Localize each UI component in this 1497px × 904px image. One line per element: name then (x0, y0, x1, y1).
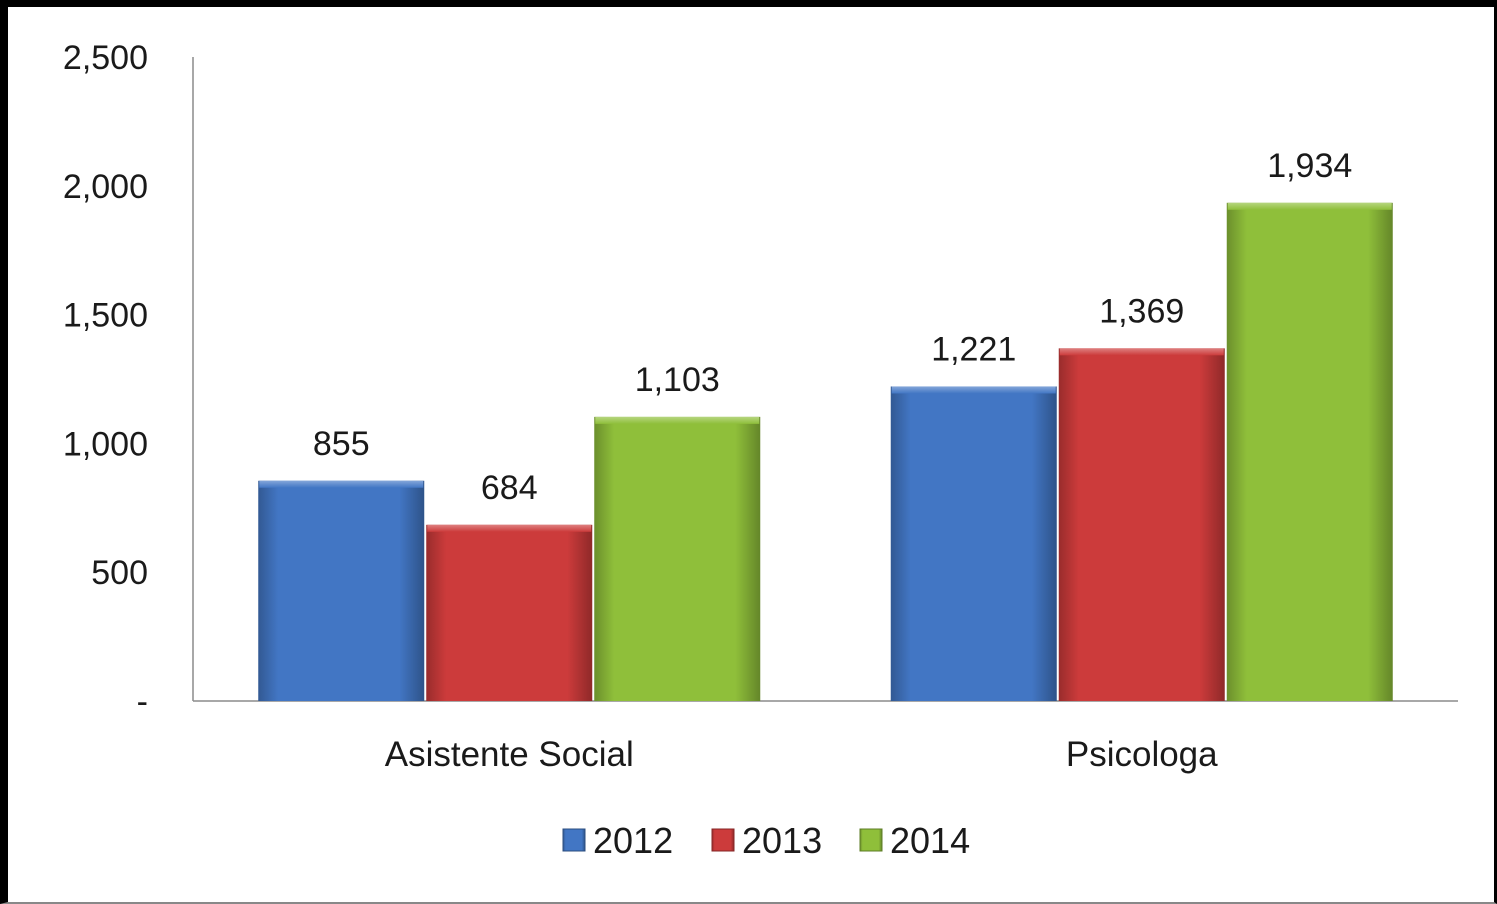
bar-top-2013-1 (1059, 348, 1224, 356)
category-label: Asistente Social (385, 735, 634, 774)
data-label-2013-1: 1,369 (1099, 292, 1184, 330)
legend-label-2013: 2013 (742, 820, 822, 861)
y-tick-label: 500 (91, 554, 148, 592)
y-tick-label: - (137, 683, 148, 721)
data-label-2014-0: 1,103 (635, 361, 720, 399)
category-labels: Asistente Social Psicologa (385, 735, 1218, 774)
y-tick-label: 1,500 (63, 297, 148, 335)
bar-2014-0 (594, 416, 761, 701)
bar-top-2014-1 (1227, 202, 1392, 210)
legend-swatch-2014 (859, 828, 883, 852)
bar-2013-0 (426, 524, 593, 701)
bar-top-2012-0 (259, 480, 424, 488)
data-label-2012-1: 1,221 (931, 330, 1016, 368)
data-labels: 855 684 1,103 1,221 1,369 1,934 (313, 147, 1352, 507)
bar-top-2012-1 (891, 386, 1056, 394)
bars (258, 202, 1393, 701)
legend-label-2014: 2014 (890, 820, 970, 861)
bar-top-2014-0 (595, 416, 760, 424)
y-tick-label: 1,000 (63, 425, 148, 463)
bar-2013-1 (1058, 348, 1225, 701)
y-tick-label: 2,000 (63, 168, 148, 206)
category-label: Psicologa (1066, 735, 1218, 774)
data-label-2012-0: 855 (313, 425, 370, 463)
y-axis: - 500 1,000 1,500 2,000 2,500 (63, 39, 194, 721)
data-label-2013-0: 684 (481, 469, 538, 507)
y-tick-label: 2,500 (63, 39, 148, 77)
bar-2012-1 (890, 386, 1057, 701)
bar-2014-1 (1226, 202, 1393, 701)
legend-swatch-2013 (711, 828, 735, 852)
legend-label-2012: 2012 (593, 820, 673, 861)
bar-top-2013-0 (427, 524, 592, 532)
bar-2012-0 (258, 480, 425, 701)
data-label-2014-1: 1,934 (1267, 147, 1352, 185)
legend: 2012 2013 2014 (562, 820, 970, 861)
legend-swatch-2012 (562, 828, 586, 852)
